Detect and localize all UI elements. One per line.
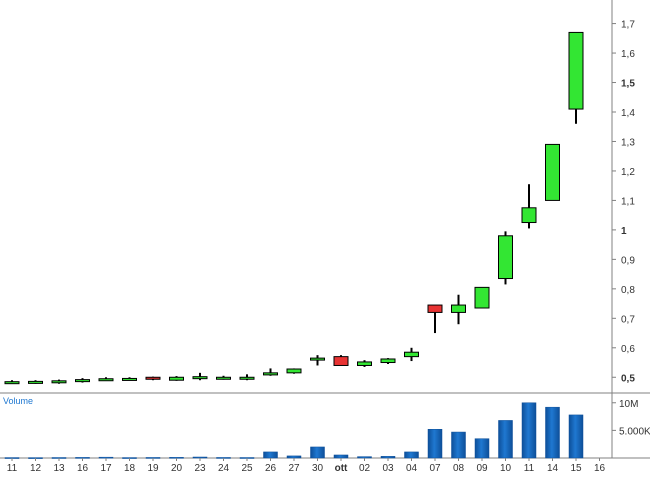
x-tick-label: 12 bbox=[30, 463, 42, 474]
y-tick-label: 0,9 bbox=[621, 255, 635, 266]
volume-bar bbox=[263, 451, 278, 459]
y-tick-label: 1 bbox=[621, 226, 627, 237]
x-tick-label: 11 bbox=[7, 463, 18, 474]
candle-body bbox=[239, 376, 255, 380]
x-axis: 11 12 13 16 17 18 19 20 23 24 25 26 27 30 ott 02 03 04 07 0… bbox=[7, 458, 606, 474]
volume-bar bbox=[192, 456, 208, 459]
volume-bar bbox=[380, 456, 396, 459]
candle-body bbox=[474, 286, 490, 309]
candle-body bbox=[427, 304, 443, 313]
price-panel: 0,5 0,6 0,7 0,8 0,9 1 1,1 1,2 1,3 1,4 1,5 1,6 1,7 bbox=[4, 20, 635, 385]
x-tick-label: 08 bbox=[453, 463, 465, 474]
volume-bar bbox=[427, 429, 443, 459]
y-tick-label: 0,7 bbox=[621, 314, 635, 325]
x-tick-label: 24 bbox=[218, 463, 230, 474]
candle-body bbox=[545, 143, 560, 201]
volume-title: Volume bbox=[3, 396, 33, 406]
y-tick-label: 0,8 bbox=[621, 285, 635, 296]
x-tick-label: 10 bbox=[500, 463, 512, 474]
volume-bar bbox=[474, 438, 490, 459]
y-tick-label: 1,2 bbox=[621, 167, 635, 178]
candle-body bbox=[51, 380, 67, 384]
volume-bar bbox=[357, 456, 372, 459]
candle-body bbox=[4, 381, 20, 385]
x-tick-label: 30 bbox=[312, 463, 324, 474]
y-tick-label: 1,1 bbox=[621, 196, 635, 207]
candle-body bbox=[263, 372, 278, 376]
candle-body bbox=[380, 358, 396, 364]
candle-body bbox=[286, 368, 302, 374]
y-tick-label: 0,5 bbox=[621, 373, 635, 384]
volume-bar bbox=[310, 446, 325, 459]
volume-panel: Volume 5.000K 10M bbox=[3, 396, 650, 459]
y-tick-label: 1,7 bbox=[621, 20, 635, 31]
candle-body bbox=[192, 376, 208, 380]
candle-body bbox=[357, 361, 372, 366]
candle-body bbox=[451, 304, 466, 313]
candle-body bbox=[28, 380, 43, 384]
candle-body bbox=[122, 377, 137, 381]
candle-body bbox=[216, 376, 231, 380]
candle-body bbox=[75, 379, 90, 383]
candle-body bbox=[169, 376, 184, 381]
x-tick-label: 27 bbox=[288, 463, 300, 474]
candle-body bbox=[145, 376, 161, 380]
x-tick-label: 18 bbox=[124, 463, 136, 474]
candle-body bbox=[98, 378, 114, 382]
x-tick-label: 20 bbox=[171, 463, 183, 474]
volume-bar bbox=[568, 414, 584, 459]
y-tick-label: 1,6 bbox=[621, 49, 635, 60]
x-tick-label: 03 bbox=[382, 463, 394, 474]
x-tick-label: 14 bbox=[547, 463, 559, 474]
chart-frame bbox=[0, 0, 650, 459]
y-tick-label: 0,6 bbox=[621, 344, 635, 355]
volume-y-tick-label: 10M bbox=[619, 399, 638, 410]
volume-bar bbox=[545, 406, 560, 459]
volume-y-tick-label: 5.000K bbox=[619, 426, 650, 437]
volume-bar bbox=[498, 420, 513, 459]
x-tick-label: 19 bbox=[147, 463, 159, 474]
x-tick-label: 04 bbox=[406, 463, 418, 474]
x-tick-label: 17 bbox=[100, 463, 112, 474]
volume-bar bbox=[451, 431, 466, 459]
x-tick-label: ott bbox=[335, 463, 348, 474]
x-tick-label: 23 bbox=[194, 463, 206, 474]
candle-body bbox=[333, 356, 349, 366]
candle-body bbox=[310, 357, 325, 361]
volume-bar bbox=[286, 455, 302, 459]
x-tick-label: 16 bbox=[77, 463, 89, 474]
x-tick-label: 07 bbox=[429, 463, 441, 474]
x-tick-label: 25 bbox=[241, 463, 253, 474]
volume-bar bbox=[521, 402, 537, 459]
x-tick-label: 11 bbox=[524, 463, 535, 474]
x-tick-label: 26 bbox=[265, 463, 277, 474]
volume-bar bbox=[404, 451, 419, 459]
x-tick-label: 16 bbox=[594, 463, 606, 474]
volume-bar bbox=[333, 454, 349, 459]
x-tick-label: 15 bbox=[570, 463, 582, 474]
x-tick-label: 02 bbox=[359, 463, 371, 474]
candle-body bbox=[568, 31, 584, 110]
candle-body bbox=[498, 235, 513, 280]
x-tick-label: 09 bbox=[476, 463, 488, 474]
candle-body bbox=[404, 351, 419, 358]
x-tick-label: 13 bbox=[53, 463, 65, 474]
y-tick-label: 1,5 bbox=[621, 79, 635, 90]
candle-body bbox=[521, 207, 537, 224]
y-tick-label: 1,4 bbox=[621, 108, 635, 119]
y-tick-label: 1,3 bbox=[621, 137, 635, 148]
